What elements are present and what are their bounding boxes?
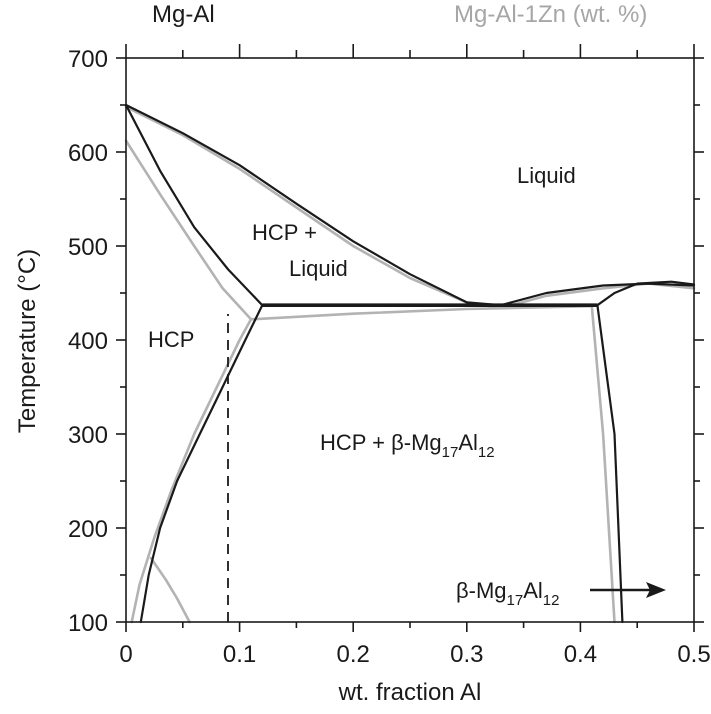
header-mg-al-1zn-label: Mg-Al-1Zn (wt. %) (454, 1, 647, 28)
y-tick-label: 400 (68, 328, 108, 355)
y-tick-label: 600 (68, 140, 108, 167)
mg-al-liquidus-line (124, 103, 502, 307)
mg-al-1zn-beta-left-boundary-line (590, 304, 616, 624)
x-tick-label: 0.1 (223, 641, 256, 668)
mg-al-solvus-line (139, 304, 264, 624)
mg-al-1zn-three-phase-line (249, 304, 594, 321)
beta-sub2: 12 (543, 592, 560, 609)
y-axis-title: Temperature (°C) (14, 249, 41, 433)
y-tick-label: 500 (68, 234, 108, 261)
region-label-hcp: HCP (148, 327, 194, 352)
beta-main: β-Mg (456, 578, 507, 603)
hcp-beta-sub1: 17 (442, 444, 459, 461)
plot-frame (125, 57, 695, 623)
y-tick-label: 200 (68, 516, 108, 543)
region-label-liquid-2: Liquid (289, 256, 348, 281)
x-tick-label: 0.5 (677, 641, 710, 668)
mg-al-beta-upper-line (596, 280, 696, 307)
hcp-beta-main: HCP + β-Mg (320, 430, 442, 455)
y-tick-label: 100 (68, 610, 108, 637)
x-tick-label: 0 (119, 641, 132, 668)
header-mg-al-label: Mg-Al (152, 1, 215, 28)
mg-al-solidus-line (124, 103, 264, 307)
y-tick-label: 300 (68, 422, 108, 449)
beta-arrow-head (646, 582, 666, 598)
region-label-hcp-beta: HCP + β-Mg17Al12 (320, 430, 495, 461)
top-ticks (125, 44, 695, 58)
region-label-hcp-plus: HCP + (252, 220, 317, 245)
y-tick-label: 700 (68, 46, 108, 73)
region-label-liquid: Liquid (517, 163, 576, 188)
beta-mid: Al (523, 578, 543, 603)
mg-al-1zn-solidus-line (124, 139, 253, 321)
mg-al-beta-left-boundary-line (596, 304, 624, 624)
hcp-beta-sub2: 12 (478, 444, 495, 461)
x-ticks: 0 0.1 0.2 0.3 0.4 0.5 (119, 622, 711, 668)
x-tick-label: 0.2 (337, 641, 370, 668)
mg-al-1zn-secondary-line (149, 556, 191, 624)
hcp-beta-mid: Al (458, 430, 478, 455)
x-axis-title: wt. fraction Al (338, 679, 482, 706)
plot-curves (124, 103, 696, 624)
y-ticks: 100 200 300 400 500 600 700 (68, 46, 704, 637)
x-tick-label: 0.3 (450, 641, 483, 668)
mg-al-1zn-solvus-line (130, 318, 253, 624)
region-label-beta: β-Mg17Al12 (456, 578, 559, 609)
x-tick-label: 0.4 (564, 641, 597, 668)
beta-sub1: 17 (507, 592, 524, 609)
mg-al-beta-lower-line (499, 282, 696, 307)
